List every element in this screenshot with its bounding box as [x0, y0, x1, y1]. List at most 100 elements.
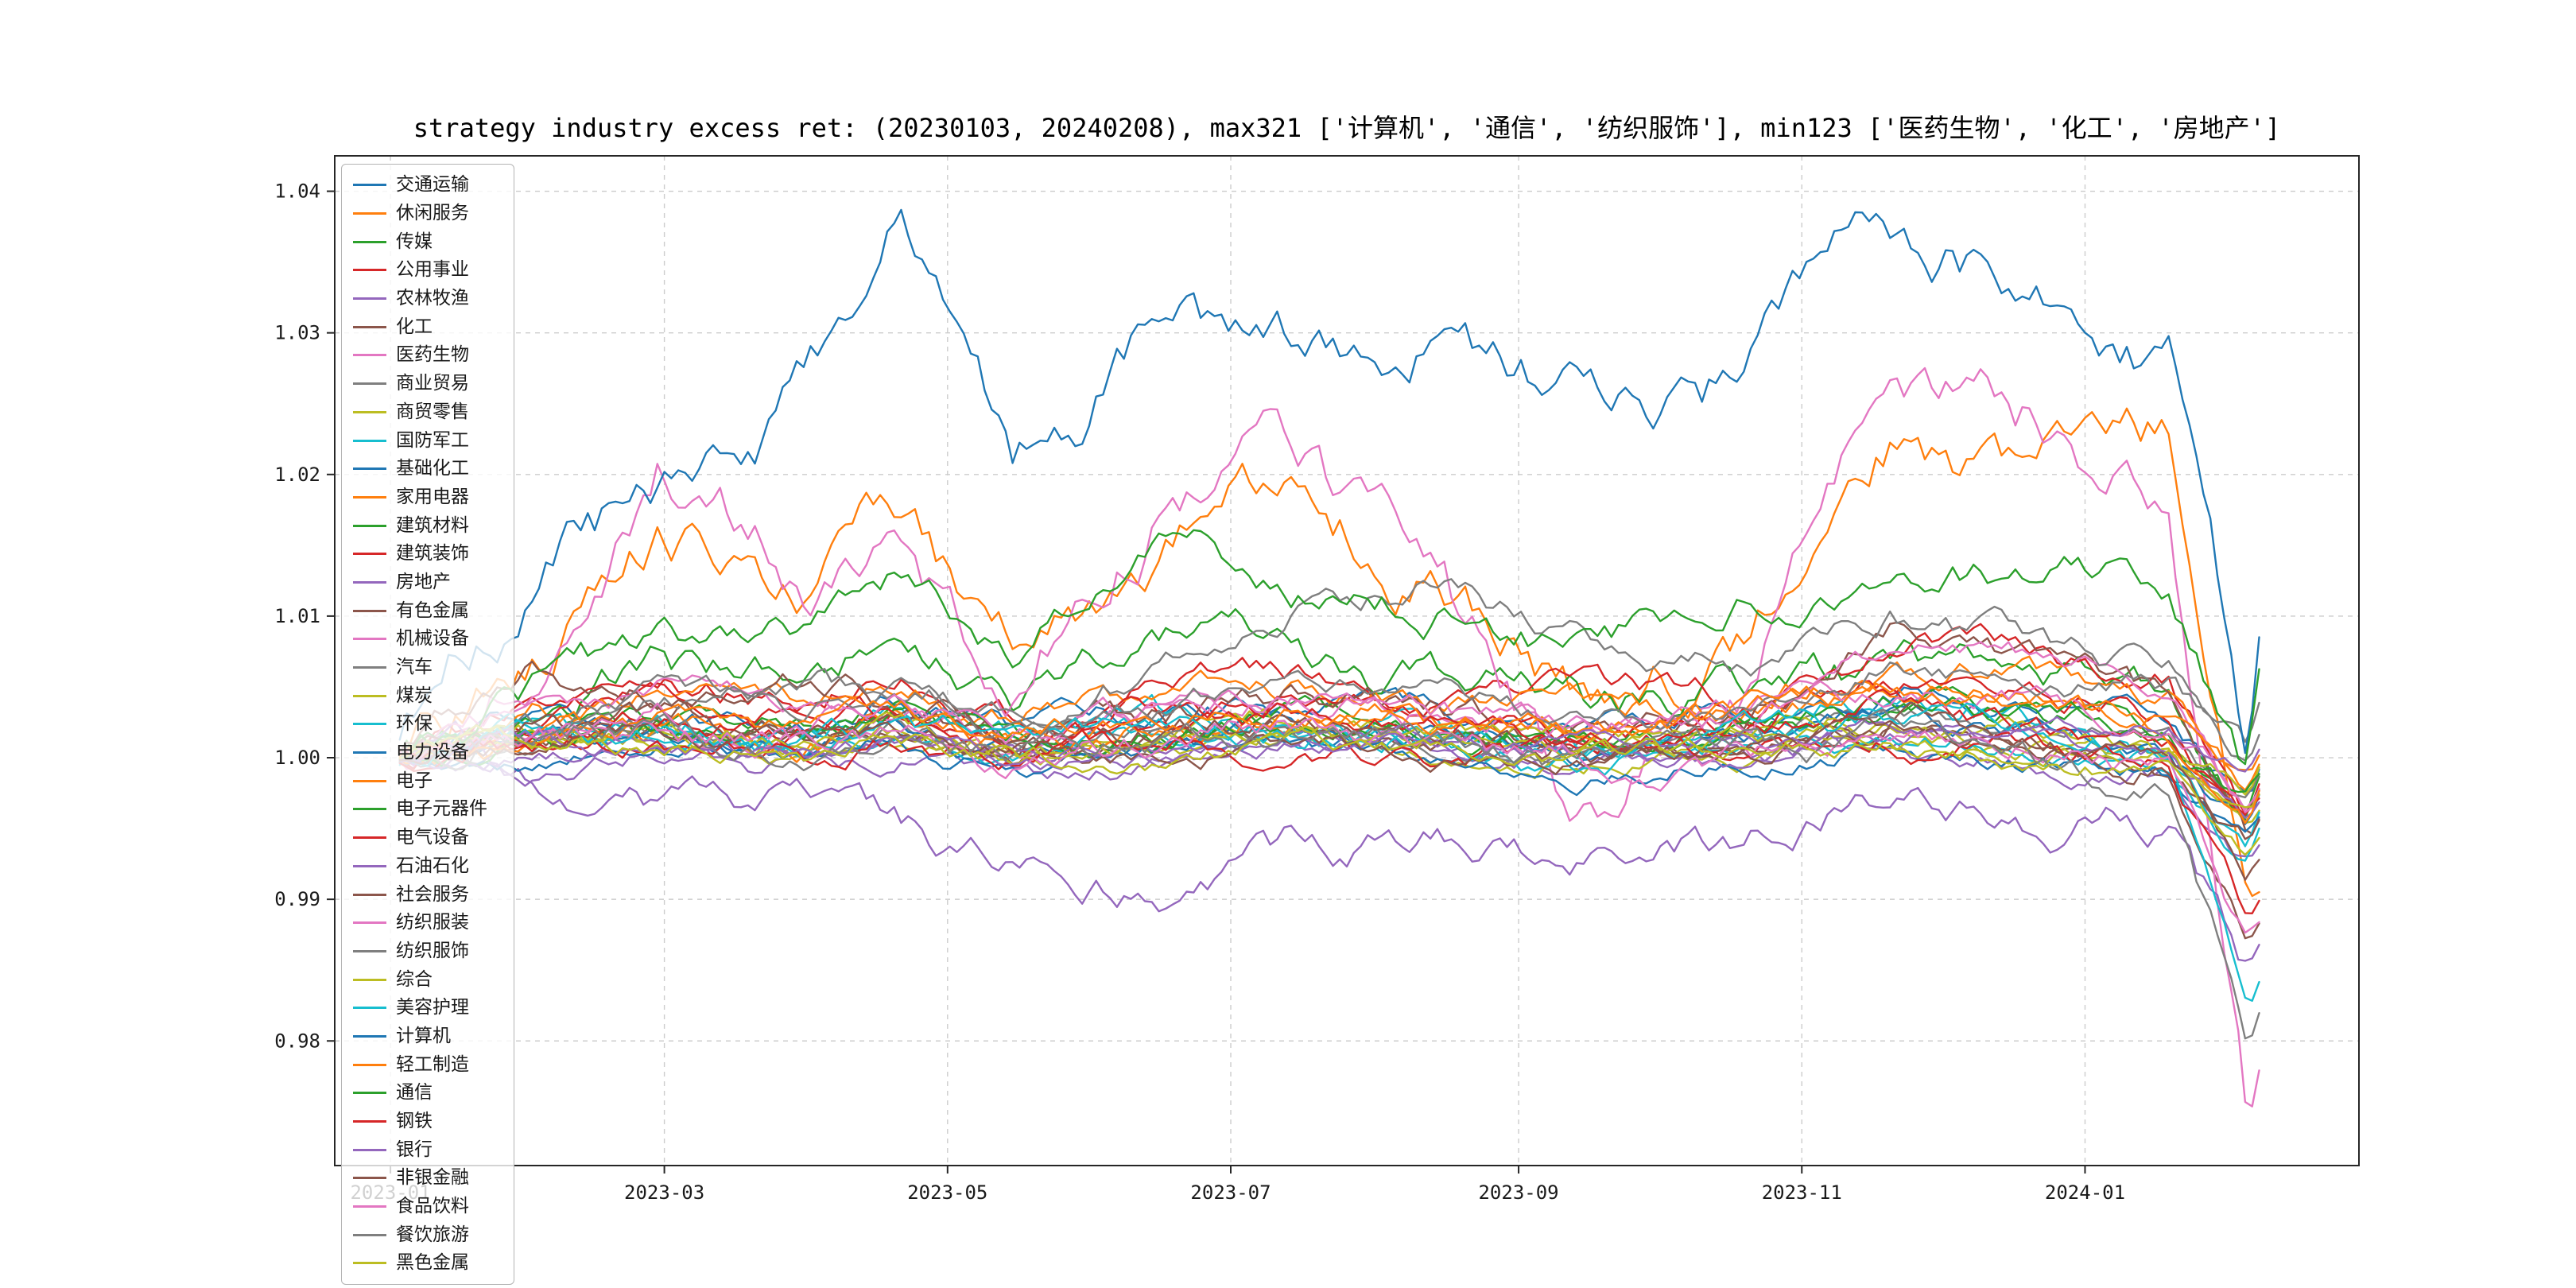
- legend-item-通信: 通信: [347, 1079, 509, 1108]
- legend-item-社会服务: 社会服务: [347, 880, 509, 909]
- legend-item-商业贸易: 商业贸易: [347, 370, 509, 398]
- legend-item-有色金属: 有色金属: [347, 596, 509, 625]
- legend-item-国防军工: 国防军工: [347, 426, 509, 455]
- legend-item-电力设备: 电力设备: [347, 739, 509, 767]
- x-tick-label: 2023-03: [624, 1181, 704, 1204]
- legend-label: 社会服务: [396, 883, 469, 905]
- legend-item-轻工制造: 轻工制造: [347, 1050, 509, 1079]
- legend-item-建筑装饰: 建筑装饰: [347, 540, 509, 568]
- legend-item-传媒: 传媒: [347, 227, 509, 256]
- legend-item-煤炭: 煤炭: [347, 681, 509, 710]
- legend-line-swatch: [353, 609, 386, 612]
- legend-line-swatch: [353, 1007, 386, 1010]
- legend-label: 公用事业: [396, 259, 469, 281]
- legend-label: 基础化工: [396, 458, 469, 479]
- legend-item-基础化工: 基础化工: [347, 455, 509, 483]
- legend-label: 农林牧渔: [396, 288, 469, 309]
- series-line-银行: [398, 716, 2260, 773]
- legend-line-swatch: [353, 184, 386, 187]
- x-tick-label: 2023-05: [907, 1181, 987, 1204]
- legend-label: 电子: [396, 770, 433, 791]
- y-tick-label: 0.99: [274, 888, 320, 910]
- legend-label: 银行: [396, 1139, 433, 1160]
- series-line-公用事业: [398, 623, 2260, 815]
- legend-line-swatch: [353, 240, 386, 243]
- legend-label: 综合: [396, 968, 433, 990]
- y-tick-label: 1.01: [274, 605, 320, 627]
- legend-line-swatch: [353, 439, 386, 442]
- legend-line-swatch: [353, 1177, 386, 1180]
- legend-line-swatch: [353, 212, 386, 215]
- legend-label: 商业贸易: [396, 373, 469, 394]
- legend-item-银行: 银行: [347, 1135, 509, 1164]
- legend-label: 食品饮料: [396, 1196, 469, 1217]
- legend-item-商贸零售: 商贸零售: [347, 398, 509, 427]
- legend-label: 计算机: [396, 1025, 451, 1046]
- y-tick-label: 1.00: [274, 747, 320, 769]
- legend-line-swatch: [353, 779, 386, 782]
- chart-title: strategy industry excess ret: (20230103,…: [413, 113, 2281, 143]
- legend-item-环保: 环保: [347, 710, 509, 739]
- legend-item-家用电器: 家用电器: [347, 483, 509, 512]
- legend-line-swatch: [353, 694, 386, 697]
- legend-label: 电力设备: [396, 742, 469, 763]
- legend-line-swatch: [353, 638, 386, 641]
- legend-label: 钢铁: [396, 1111, 433, 1132]
- legend-line-swatch: [353, 495, 386, 499]
- legend-item-休闲服务: 休闲服务: [347, 200, 509, 228]
- legend-item-钢铁: 钢铁: [347, 1108, 509, 1136]
- series-line-家用电器: [398, 655, 2260, 791]
- legend-label: 电气设备: [396, 827, 469, 848]
- legend-item-非银金融: 非银金融: [347, 1164, 509, 1193]
- legend-item-综合: 综合: [347, 965, 509, 994]
- series-line-黑色金属: [398, 724, 2260, 856]
- legend-item-公用事业: 公用事业: [347, 256, 509, 285]
- gridlines: [335, 156, 2359, 1166]
- legend-line-swatch: [353, 553, 386, 556]
- legend-label: 机械设备: [396, 628, 469, 650]
- legend-item-化工: 化工: [347, 312, 509, 341]
- legend-label: 黑色金属: [396, 1252, 469, 1274]
- x-tick-label: 2023-09: [1478, 1181, 1558, 1204]
- y-tick-label: 1.03: [274, 322, 320, 344]
- legend-item-房地产: 房地产: [347, 568, 509, 597]
- series-line-汽车: [398, 578, 2260, 768]
- legend-label: 医药生物: [396, 344, 469, 366]
- legend-line-swatch: [353, 1092, 386, 1095]
- legend-item-餐饮旅游: 餐饮旅游: [347, 1220, 509, 1249]
- x-tick-label: 2023-11: [1762, 1181, 1842, 1204]
- series-line-电气设备: [398, 688, 2260, 816]
- legend-label: 非银金融: [396, 1167, 469, 1189]
- legend-line-swatch: [353, 467, 386, 471]
- legend-line-swatch: [353, 1120, 386, 1123]
- legend-line-swatch: [353, 269, 386, 272]
- series-line-建筑装饰: [398, 676, 2260, 816]
- legend-label: 餐饮旅游: [396, 1224, 469, 1245]
- y-tick-label: 0.98: [274, 1030, 320, 1052]
- series-line-通信: [398, 529, 2260, 766]
- legend-label: 纺织服装: [396, 912, 469, 933]
- legend-item-医药生物: 医药生物: [347, 341, 509, 370]
- legend-line-swatch: [353, 410, 386, 413]
- legend-label: 国防军工: [396, 429, 469, 451]
- legend-line-swatch: [353, 1205, 386, 1208]
- legend-line-swatch: [353, 666, 386, 669]
- x-tick-label: 2024-01: [2045, 1181, 2125, 1204]
- legend-label: 石油石化: [396, 855, 469, 876]
- legend-item-建筑材料: 建筑材料: [347, 511, 509, 540]
- legend-line-swatch: [353, 949, 386, 952]
- y-tick-label: 1.02: [274, 464, 320, 486]
- legend-line-swatch: [353, 354, 386, 357]
- legend-line-swatch: [353, 1148, 386, 1151]
- legend-line-swatch: [353, 751, 386, 755]
- series-line-食品饮料: [398, 716, 2260, 934]
- legend-item-交通运输: 交通运输: [347, 171, 509, 200]
- legend-label: 汽车: [396, 657, 433, 678]
- legend-label: 家用电器: [396, 486, 469, 507]
- legend-line-swatch: [353, 978, 386, 981]
- legend-line-swatch: [353, 382, 386, 386]
- y-tick-label: 1.04: [274, 180, 320, 203]
- legend-label: 建筑材料: [396, 514, 469, 536]
- series-line-休闲服务: [398, 407, 2260, 898]
